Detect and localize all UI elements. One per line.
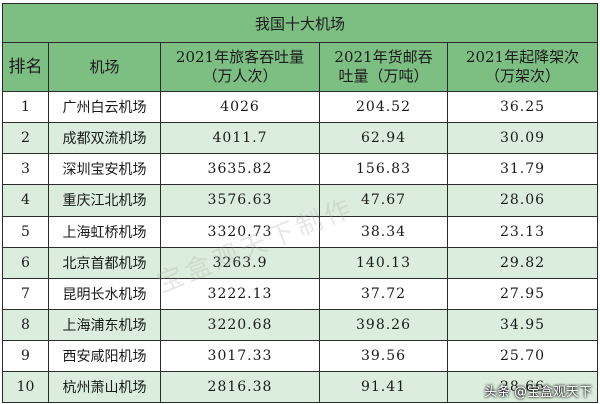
header-flights-line1: 2021年起降架次	[465, 48, 580, 67]
rank-cell: 6	[2, 246, 49, 279]
table-row: 6 北京首都机场 3263.9 140.13 29.82	[2, 246, 598, 279]
rank-cell: 9	[2, 339, 49, 372]
header-rank: 排名	[2, 42, 49, 93]
credit-source: 头条	[483, 385, 510, 400]
airport-cell: 深圳宝安机场	[48, 153, 161, 186]
table-row: 10 杭州萧山机场 2816.38 91.41 28.66	[2, 370, 598, 404]
flights-cell: 28.66	[447, 370, 598, 404]
passengers-cell: 3017.33	[160, 339, 320, 372]
table-row: 8 上海浦东机场 3220.68 398.26 34.95	[2, 308, 598, 341]
airport-cell: 重庆江北机场	[48, 184, 161, 217]
passengers-cell: 3222.13	[160, 277, 320, 310]
airport-cell: 广州白云机场	[48, 91, 161, 124]
rank-cell: 4	[2, 184, 49, 217]
cargo-cell: 37.72	[319, 277, 448, 310]
flights-cell: 28.06	[447, 184, 598, 217]
flights-cell: 30.09	[447, 122, 598, 155]
cargo-cell: 204.52	[319, 91, 448, 124]
source-credit: 头条 @宝盒观天下	[484, 381, 592, 400]
rank-cell: 1	[2, 91, 49, 124]
flights-cell: 34.95	[447, 308, 598, 341]
table-row: 7 昆明长水机场 3222.13 37.72 27.95	[2, 277, 598, 310]
flights-cell: 25.70	[447, 339, 598, 372]
airport-cell: 北京首都机场	[48, 246, 161, 279]
rank-cell: 2	[2, 122, 49, 155]
rank-cell: 10	[2, 370, 49, 404]
table-row: 2 成都双流机场 4011.7 62.94 30.09	[2, 122, 598, 155]
cargo-cell: 62.94	[319, 122, 448, 155]
flights-cell: 27.95	[447, 277, 598, 310]
airport-cell: 西安咸阳机场	[48, 339, 161, 372]
cargo-cell: 39.56	[319, 339, 448, 372]
airport-cell: 上海浦东机场	[48, 308, 161, 341]
header-airport: 机场	[48, 42, 161, 93]
flights-cell: 31.79	[447, 153, 598, 186]
cargo-cell: 38.34	[319, 215, 448, 248]
table-row: 9 西安咸阳机场 3017.33 39.56 25.70	[2, 339, 598, 372]
passengers-cell: 4026	[160, 91, 320, 124]
header-cargo-line2: 吐量（万吨）	[338, 67, 429, 86]
passengers-cell: 2816.38	[160, 370, 320, 404]
passengers-cell: 3220.68	[160, 308, 320, 341]
flights-cell: 29.82	[447, 246, 598, 279]
airport-cell: 昆明长水机场	[48, 277, 161, 310]
cargo-cell: 91.41	[319, 370, 448, 404]
cargo-cell: 47.67	[319, 184, 448, 217]
flights-cell: 36.25	[447, 91, 598, 124]
passengers-cell: 3320.73	[160, 215, 320, 248]
passengers-cell: 3576.63	[160, 184, 320, 217]
airport-cell: 成都双流机场	[48, 122, 161, 155]
header-passengers-line2: （万人次）	[202, 67, 278, 86]
table-row: 1 广州白云机场 4026 204.52 36.25	[2, 91, 598, 124]
cargo-cell: 156.83	[319, 153, 448, 186]
flights-cell: 23.13	[447, 215, 598, 248]
cargo-cell: 398.26	[319, 308, 448, 341]
table-row: 3 深圳宝安机场 3635.82 156.83 31.79	[2, 153, 598, 186]
cargo-cell: 140.13	[319, 246, 448, 279]
passengers-cell: 3635.82	[160, 153, 320, 186]
header-cargo-line1: 2021年货邮吞	[334, 48, 433, 67]
table-title: 我国十大机场	[2, 2, 598, 44]
header-passengers-line1: 2021年旅客吞吐量	[175, 48, 305, 67]
header-cargo: 2021年货邮吞 吐量（万吨）	[319, 42, 448, 93]
rank-cell: 7	[2, 277, 49, 310]
rank-cell: 3	[2, 153, 49, 186]
passengers-cell: 4011.7	[160, 122, 320, 155]
airport-cell: 上海虹桥机场	[48, 215, 161, 248]
airport-cell: 杭州萧山机场	[48, 370, 161, 404]
rank-cell: 8	[2, 308, 49, 341]
rank-cell: 5	[2, 215, 49, 248]
table-row: 5 上海虹桥机场 3320.73 38.34 23.13	[2, 215, 598, 248]
passengers-cell: 3263.9	[160, 246, 320, 279]
header-flights-line2: （万架次）	[484, 67, 560, 86]
header-flights: 2021年起降架次 （万架次）	[447, 42, 598, 93]
credit-handle: @宝盒观天下	[513, 385, 592, 400]
header-passengers: 2021年旅客吞吐量 （万人次）	[160, 42, 320, 93]
table-row: 4 重庆江北机场 3576.63 47.67 28.06	[2, 184, 598, 217]
